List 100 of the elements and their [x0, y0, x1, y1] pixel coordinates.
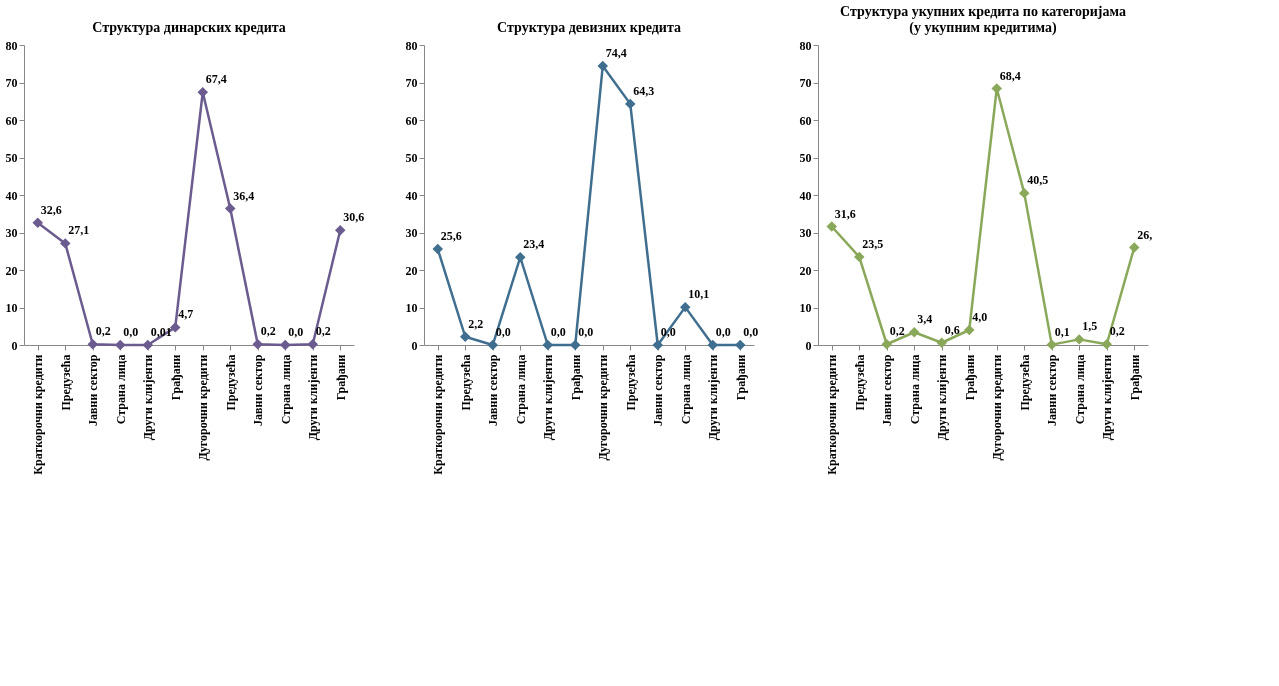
chart-title: Структура укупних кредита по категоријама (у укупним кредитима)	[840, 4, 1126, 36]
y-tick-label: 40	[405, 188, 418, 203]
point	[252, 339, 263, 350]
x-tick-label: Дугорочни кредити	[596, 354, 611, 461]
y-tick-label: 10	[5, 301, 18, 315]
y-tick-label: 60	[799, 113, 812, 128]
point	[1101, 339, 1112, 350]
chart-title: Структура девизних кредита	[497, 20, 681, 35]
point	[307, 339, 318, 350]
data-label: 0,2	[95, 324, 111, 339]
point	[1019, 187, 1030, 199]
point	[515, 252, 526, 263]
x-tick-label: Јавни сектор	[86, 354, 101, 426]
data-label: 0,0	[743, 325, 759, 339]
point	[964, 324, 975, 336]
y-tick-label: 80	[405, 38, 418, 53]
chart-title: Структура динарских кредита	[92, 20, 286, 35]
y-tick-label: 80	[5, 38, 18, 53]
data-label: 0,2	[315, 324, 331, 339]
data-label: 0,2	[1109, 324, 1125, 339]
data-label: 3,4	[917, 312, 933, 327]
point	[87, 339, 98, 350]
y-tick-label: 50	[5, 151, 18, 165]
y-tick-label: 30	[5, 226, 18, 240]
x-tick-label: Страна лица	[1072, 354, 1087, 425]
x-tick-label: Страна лица	[678, 354, 693, 425]
point	[680, 301, 691, 313]
point	[32, 217, 43, 228]
data-label: 10,1	[688, 287, 710, 302]
data-label: 32,6	[40, 202, 62, 217]
y-tick-label: 70	[5, 76, 18, 90]
y-tick-label: 60	[405, 113, 418, 128]
point	[652, 339, 663, 351]
y-tick-label: 20	[799, 263, 812, 278]
x-tick-label: Грађани	[333, 354, 348, 401]
data-label: 26,	[1137, 227, 1153, 242]
data-label: 0,0	[288, 325, 304, 339]
x-tick-label: Други клијенти	[706, 354, 721, 441]
point	[570, 339, 581, 351]
data-label: 4,7	[178, 307, 194, 322]
x-tick-label: Предузећа	[852, 354, 867, 411]
x-tick-label: Грађани	[733, 354, 748, 401]
x-tick-label: Предузећа	[58, 354, 73, 411]
data-label: 25,6	[440, 229, 462, 243]
point	[1074, 334, 1085, 345]
data-label: 4,0	[972, 310, 988, 324]
y-tick-label: 30	[405, 226, 418, 240]
point	[1129, 242, 1140, 253]
point	[225, 203, 236, 214]
data-label: 0,0	[550, 325, 566, 339]
data-label: 0,0	[715, 325, 731, 339]
y-tick-label: 0	[11, 338, 18, 353]
data-label: 23,5	[862, 236, 884, 251]
x-tick-label: Други клијенти	[306, 354, 321, 441]
x-tick-label: Краткорочни кредити	[31, 354, 46, 475]
point	[335, 225, 346, 236]
x-tick-label: Страна лица	[513, 354, 528, 425]
y-tick-label: 50	[799, 151, 812, 165]
point	[487, 339, 498, 351]
x-tick-label: Други клијенти	[1100, 354, 1115, 441]
y-tick-label: 30	[799, 226, 812, 240]
data-label: 0,0	[123, 325, 139, 339]
x-tick-label: Краткорочни кредити	[825, 354, 840, 475]
point	[625, 98, 636, 110]
point	[854, 251, 865, 263]
x-tick-label: Грађани	[568, 354, 583, 401]
point	[432, 243, 443, 255]
x-tick-label: Дугорочни кредити	[196, 354, 211, 461]
data-label: 67,4	[205, 72, 227, 87]
data-label: 0,1	[1054, 324, 1070, 339]
point	[542, 339, 553, 351]
point	[881, 339, 892, 350]
x-tick-label: Јавни сектор	[486, 354, 501, 426]
y-tick-label: 40	[799, 188, 812, 203]
y-tick-label: 20	[405, 263, 418, 278]
data-label: 23,4	[523, 237, 545, 252]
y-tick-label: 80	[799, 38, 812, 53]
x-tick-label: Јавни сектор	[1045, 354, 1060, 426]
data-label: 0,0	[578, 325, 594, 339]
x-tick-label: Дугорочни кредити	[990, 354, 1005, 461]
data-label: 31,6	[834, 206, 856, 221]
data-label: 0,2	[260, 324, 276, 339]
point	[909, 327, 920, 338]
x-tick-label: Јавни сектор	[880, 354, 895, 426]
point	[936, 337, 947, 348]
x-tick-label: Јавни сектор	[251, 354, 266, 426]
point	[170, 322, 181, 333]
y-tick-label: 10	[405, 301, 418, 315]
point	[735, 339, 746, 351]
x-tick-label: Страна лица	[278, 354, 293, 425]
y-tick-label: 70	[405, 76, 418, 90]
point	[280, 339, 291, 351]
data-label: 64,3	[633, 83, 655, 98]
x-tick-label: Краткорочни кредити	[431, 354, 446, 475]
y-tick-label: 50	[405, 151, 418, 165]
data-label: 74,4	[605, 46, 627, 60]
data-label: 68,4	[999, 68, 1021, 83]
x-tick-label: Предузећа	[223, 354, 238, 411]
data-label: 36,4	[233, 188, 255, 203]
x-tick-label: Предузећа	[458, 354, 473, 411]
